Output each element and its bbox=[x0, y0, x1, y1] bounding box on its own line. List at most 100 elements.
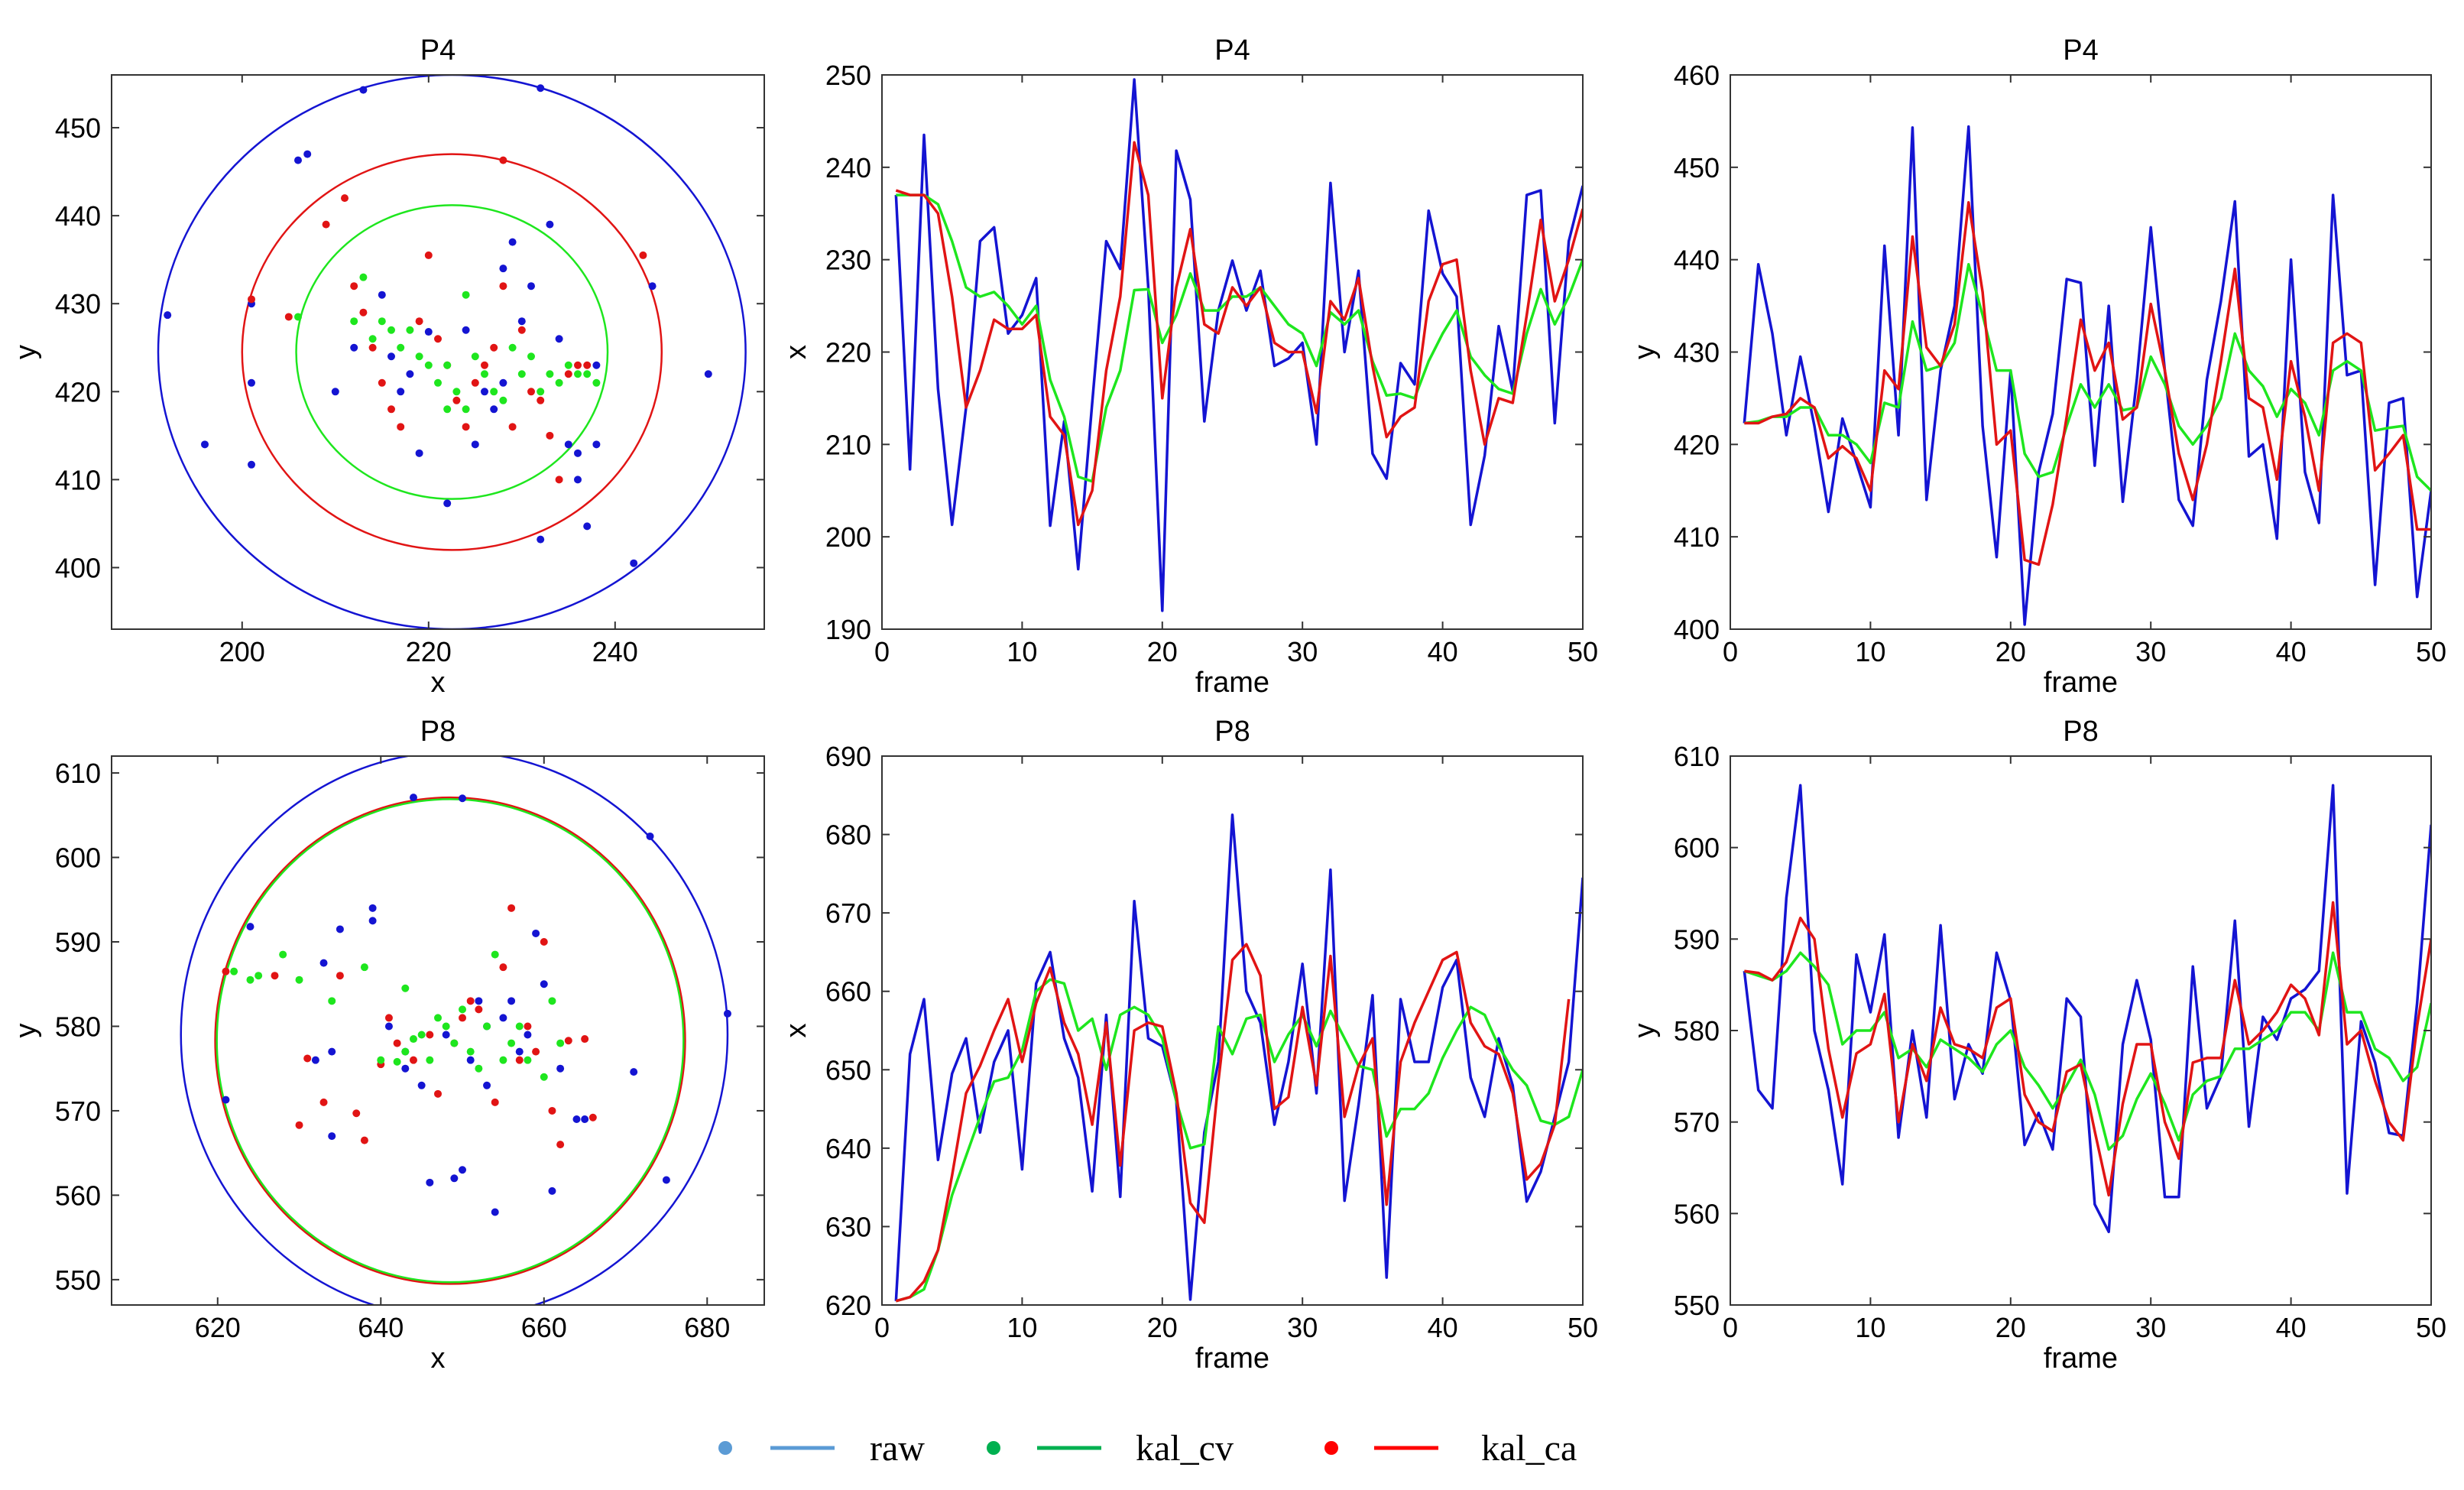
point-kal_ca bbox=[499, 282, 507, 291]
chart-title: P4 bbox=[2063, 34, 2098, 67]
point-kal_ca bbox=[490, 343, 498, 352]
point-kal_ca bbox=[555, 476, 563, 484]
point-kal_ca bbox=[271, 972, 279, 980]
x-tick-label: 240 bbox=[592, 636, 638, 667]
point-kal_ca bbox=[491, 1098, 499, 1106]
legend-kal-ca-label: kal_ca bbox=[1481, 1428, 1577, 1469]
point-kal_ca bbox=[532, 1047, 540, 1056]
point-raw bbox=[378, 291, 386, 299]
point-kal_cv bbox=[393, 1057, 401, 1066]
point-kal_ca bbox=[499, 963, 507, 972]
point-kal_ca bbox=[424, 251, 433, 259]
y-tick-label: 550 bbox=[1674, 1290, 1720, 1321]
point-kal_ca bbox=[537, 396, 545, 404]
plot-content bbox=[157, 75, 747, 629]
point-kal_cv bbox=[442, 1022, 450, 1031]
point-raw bbox=[704, 370, 712, 378]
point-raw bbox=[574, 449, 582, 457]
y-tick-label: 590 bbox=[1674, 924, 1720, 955]
point-kal_cv bbox=[592, 378, 601, 387]
y-tick-label: 410 bbox=[1674, 521, 1720, 553]
point-kal_cv bbox=[295, 975, 303, 984]
point-kal_cv bbox=[548, 997, 556, 1005]
chart-panel-3: 0 10 20 30 40 50 400 410 420 430 440 450 460 P4 frame y bbox=[1629, 34, 2446, 699]
point-raw bbox=[630, 1068, 638, 1076]
point-kal_cv bbox=[491, 950, 499, 959]
chart-panel-1: 200 220 240 400 410 420 430 440 450 P4 x y bbox=[10, 34, 765, 699]
y-tick-label: 650 bbox=[825, 1054, 871, 1086]
x-tick-label: 40 bbox=[2276, 636, 2307, 667]
point-kal_ca bbox=[499, 156, 507, 164]
y-tick-label: 440 bbox=[1674, 245, 1720, 276]
y-tick-label: 630 bbox=[825, 1211, 871, 1242]
point-raw bbox=[397, 388, 405, 396]
point-raw bbox=[319, 959, 328, 967]
point-kal_cv bbox=[537, 388, 545, 396]
point-kal_ca bbox=[359, 308, 368, 317]
point-raw bbox=[222, 1096, 230, 1104]
point-kal_ca bbox=[452, 396, 461, 404]
y-tick-label: 430 bbox=[1674, 337, 1720, 368]
y-tick-label: 690 bbox=[825, 741, 871, 772]
point-kal_ca bbox=[360, 1136, 368, 1144]
point-raw bbox=[328, 1047, 336, 1056]
point-kal_ca bbox=[556, 1141, 565, 1149]
point-kal_cv bbox=[397, 343, 405, 352]
point-raw bbox=[201, 440, 209, 449]
point-kal_cv bbox=[417, 1031, 426, 1039]
y-tick-label: 580 bbox=[1674, 1015, 1720, 1047]
chart-title: P4 bbox=[420, 34, 456, 67]
point-kal_cv bbox=[499, 1056, 507, 1064]
point-raw bbox=[336, 925, 344, 933]
point-kal_ca bbox=[393, 1039, 401, 1047]
x-tick-label: 30 bbox=[1287, 1312, 1318, 1343]
point-raw bbox=[508, 238, 517, 246]
point-raw bbox=[499, 265, 507, 273]
x-tick-label: 20 bbox=[1996, 636, 2026, 667]
y-tick-label: 440 bbox=[55, 200, 101, 232]
point-raw bbox=[537, 535, 545, 544]
point-kal_cv bbox=[406, 326, 414, 334]
point-kal_ca bbox=[295, 1121, 303, 1129]
y-tick-label: 450 bbox=[55, 112, 101, 144]
point-raw bbox=[491, 1208, 499, 1216]
chart-title: P8 bbox=[420, 716, 456, 748]
point-raw bbox=[311, 1056, 319, 1064]
plot-content bbox=[1743, 125, 2431, 626]
point-kal_cv bbox=[401, 1047, 410, 1056]
point-kal_ca bbox=[303, 1054, 312, 1063]
point-kal_cv bbox=[434, 1014, 442, 1022]
point-raw bbox=[592, 440, 601, 449]
point-raw bbox=[450, 1174, 459, 1183]
point-kal_cv bbox=[462, 405, 470, 414]
point-kal_ca bbox=[546, 431, 554, 440]
point-kal_cv bbox=[459, 1005, 467, 1014]
point-kal_cv bbox=[279, 950, 287, 959]
point-kal_cv bbox=[546, 370, 554, 378]
x-tick-label: 660 bbox=[521, 1312, 567, 1343]
x-tick-label: 40 bbox=[2276, 1312, 2307, 1343]
point-raw bbox=[581, 1115, 589, 1123]
circle-kal_ca bbox=[214, 796, 686, 1285]
point-raw bbox=[164, 311, 172, 320]
plot-area bbox=[112, 756, 764, 1305]
y-tick-label: 400 bbox=[1674, 614, 1720, 645]
axes-frame bbox=[111, 74, 765, 630]
y-tick-label: 620 bbox=[825, 1290, 871, 1321]
point-raw bbox=[426, 1178, 434, 1186]
x-tick-label: 10 bbox=[1855, 1312, 1885, 1343]
plot-content bbox=[894, 78, 1583, 612]
legend-kal-ca-marker bbox=[1324, 1441, 1338, 1455]
point-kal_cv bbox=[294, 313, 302, 321]
point-kal_ca bbox=[384, 1014, 393, 1022]
point-kal_cv bbox=[555, 378, 563, 387]
y-tick-label: 680 bbox=[825, 820, 871, 851]
point-raw bbox=[417, 1081, 426, 1089]
x-axis-label: frame bbox=[2044, 667, 2118, 699]
point-raw bbox=[540, 980, 548, 988]
point-kal_ca bbox=[583, 361, 592, 369]
point-kal_cv bbox=[515, 1022, 524, 1031]
x-tick-label: 40 bbox=[1428, 636, 1458, 667]
point-raw bbox=[459, 1166, 467, 1174]
point-kal_ca bbox=[415, 317, 423, 326]
